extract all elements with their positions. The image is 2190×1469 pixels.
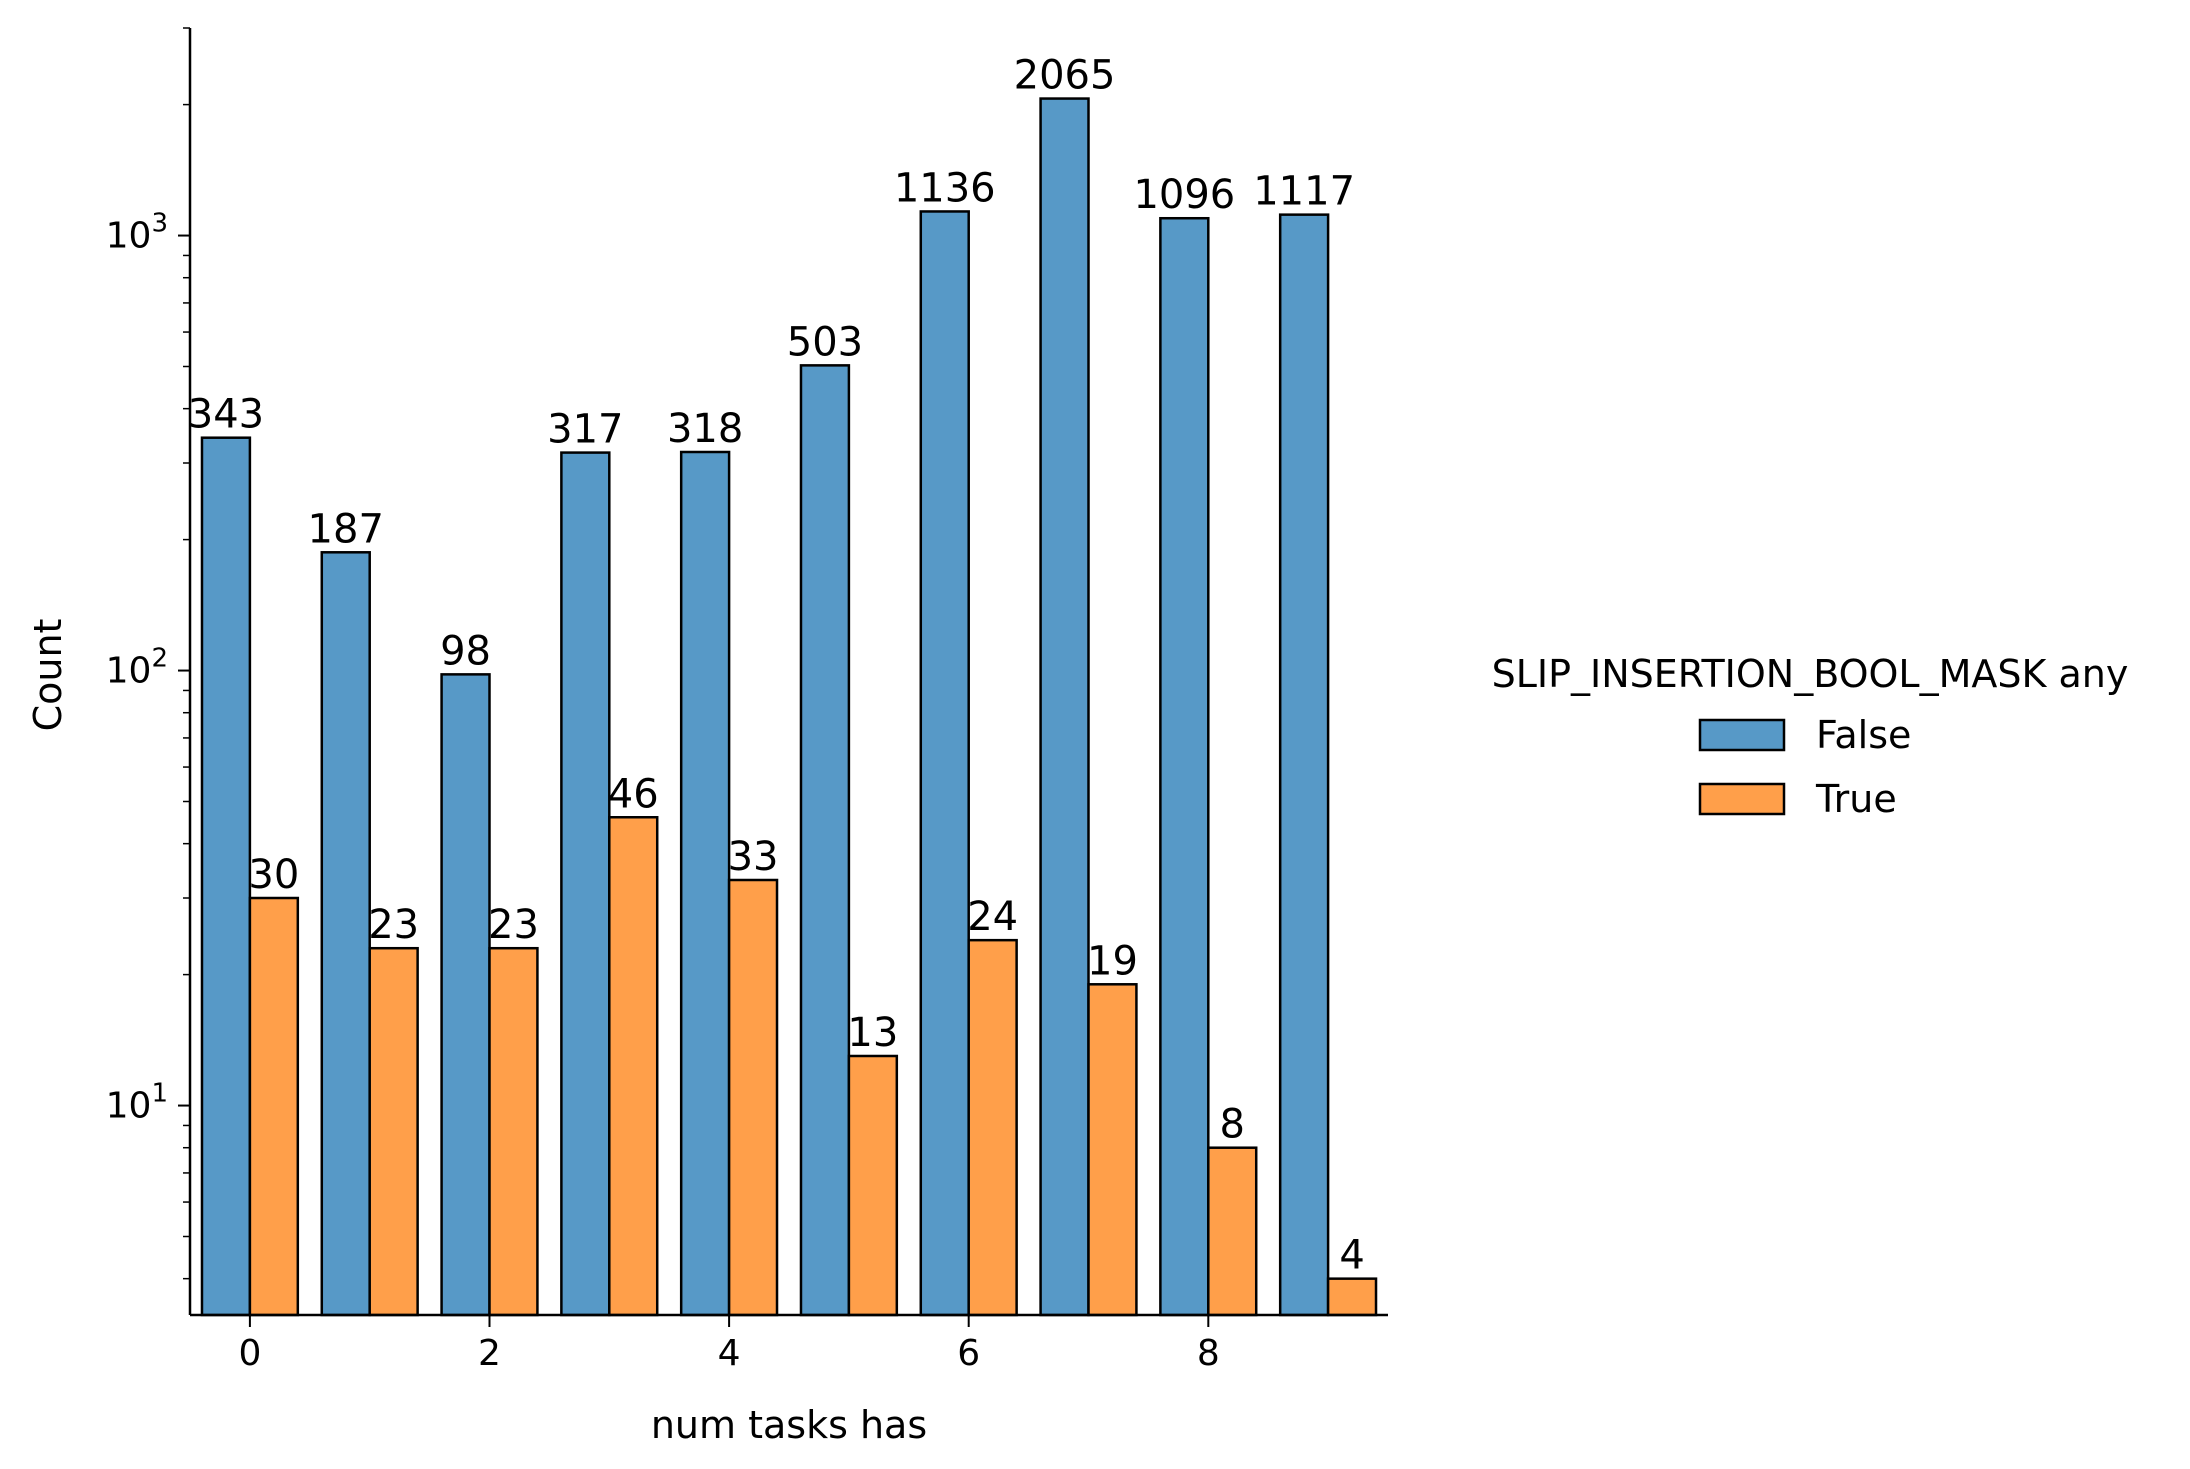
data-label-true-4: 33 <box>728 834 779 880</box>
data-label-false-2: 98 <box>440 628 491 674</box>
y-axis-label: Count <box>26 619 70 732</box>
legend-swatch-true <box>1698 782 1786 816</box>
data-label-false-5: 503 <box>787 319 863 365</box>
data-label-false-9: 1117 <box>1253 169 1355 215</box>
bar-false-1 <box>320 551 371 1317</box>
bars-layer <box>200 97 1378 1317</box>
bar-false-3 <box>560 451 611 1317</box>
bar-false-4 <box>679 450 731 1317</box>
x-tick-label-6: 6 <box>957 1333 980 1374</box>
data-labels-layer: 343 187 98 317 318 503 1136 2065 1096 1117 30 23 23 4… <box>188 53 1365 1279</box>
y-tick-label-10: 101 <box>106 1079 168 1127</box>
legend-swatch-false <box>1698 718 1786 752</box>
bar-true-9 <box>1326 1277 1378 1317</box>
x-tick-label-8: 8 <box>1197 1333 1220 1374</box>
data-label-true-3: 46 <box>608 771 659 817</box>
data-label-true-7: 19 <box>1087 938 1138 984</box>
x-tick-label-4: 4 <box>718 1333 741 1374</box>
bar-true-4 <box>727 878 779 1317</box>
data-label-false-1: 187 <box>308 506 384 552</box>
bar-true-0 <box>248 896 300 1317</box>
bar-true-7 <box>1087 983 1138 1317</box>
data-label-true-9: 4 <box>1339 1233 1364 1279</box>
data-label-true-0: 30 <box>248 852 299 898</box>
data-label-false-6: 1136 <box>894 165 996 211</box>
data-label-false-0: 343 <box>188 392 264 438</box>
data-label-false-4: 318 <box>667 406 743 452</box>
legend-items: False True <box>1698 713 1911 821</box>
data-label-true-1: 23 <box>368 902 419 948</box>
data-label-true-2: 23 <box>488 902 539 948</box>
data-label-false-8: 1096 <box>1133 172 1235 218</box>
bar-true-1 <box>368 946 419 1317</box>
x-tick-label-2: 2 <box>478 1333 501 1374</box>
legend[interactable]: SLIP_INSERTION_BOOL_MASK any False True <box>1492 652 2129 821</box>
data-label-false-7: 2065 <box>1014 53 1116 99</box>
x-tick-label-0: 0 <box>238 1333 261 1374</box>
bar-false-7 <box>1039 97 1090 1317</box>
bar-false-6 <box>919 210 970 1317</box>
data-label-false-3: 317 <box>547 407 623 453</box>
bar-false-5 <box>799 364 851 1317</box>
data-label-true-5: 13 <box>847 1010 898 1056</box>
bar-false-0 <box>200 436 252 1317</box>
legend-label-true: True <box>1815 777 1897 821</box>
data-label-true-6: 24 <box>967 894 1018 940</box>
bar-false-8 <box>1159 216 1210 1317</box>
bar-true-6 <box>967 938 1018 1317</box>
bar-false-2 <box>440 673 491 1317</box>
y-tick-label-100: 102 <box>106 644 168 692</box>
legend-title: SLIP_INSERTION_BOOL_MASK any <box>1492 652 2129 696</box>
bar-true-5 <box>847 1054 899 1317</box>
bar-true-3 <box>608 816 659 1317</box>
y-tick-label-1000: 103 <box>106 209 168 257</box>
bar-true-2 <box>488 946 539 1317</box>
legend-label-false: False <box>1816 713 1911 757</box>
bar-true-8 <box>1207 1146 1258 1317</box>
bar-false-9 <box>1278 213 1330 1317</box>
x-axis-label: num tasks has <box>651 1403 927 1447</box>
data-label-true-8: 8 <box>1220 1102 1245 1148</box>
